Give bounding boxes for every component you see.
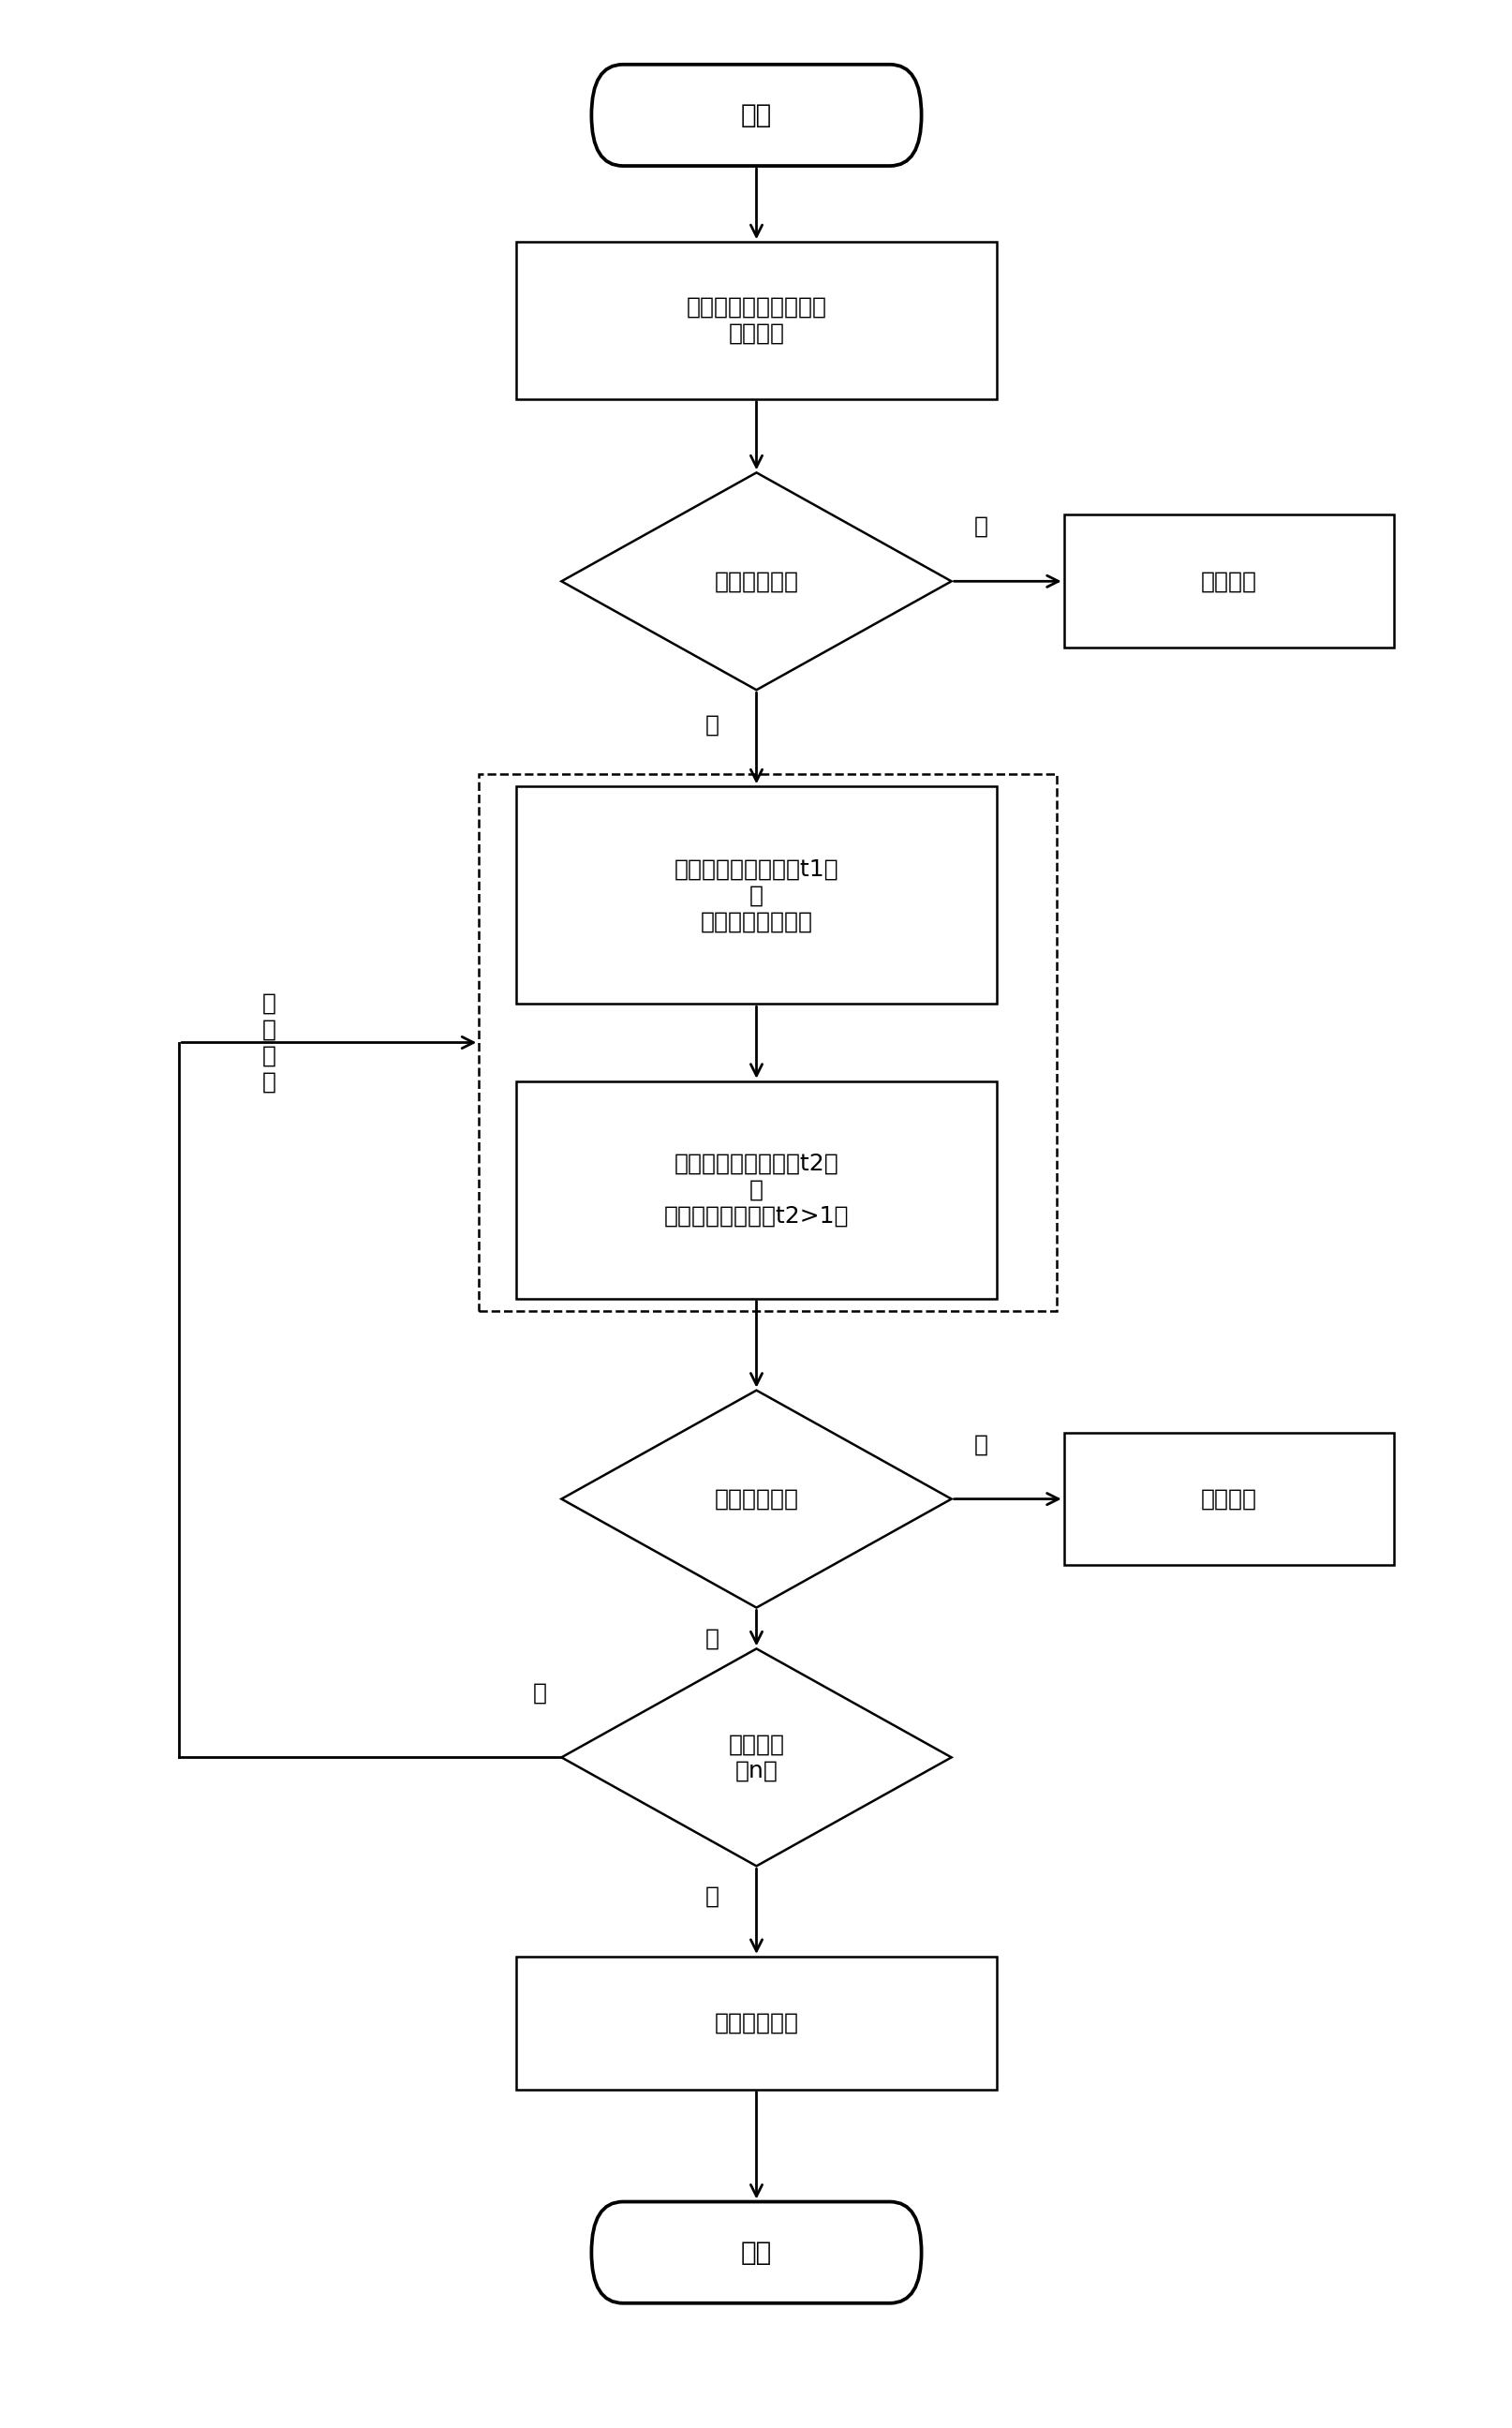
Bar	[516, 787, 996, 1003]
FancyBboxPatch shape	[591, 2202, 921, 2304]
Text: 否: 否	[974, 1433, 987, 1454]
Polygon shape	[561, 1649, 951, 1867]
Text: 正方向控制电机运行t2时
间
（最大控制电流，t2>1）: 正方向控制电机运行t2时 间 （最大控制电流，t2>1）	[664, 1153, 848, 1226]
Bar	[516, 1080, 996, 1299]
Text: 是: 是	[705, 1887, 718, 1908]
Bar	[479, 775, 1055, 1311]
Text: 判断是否卡滞: 判断是否卡滞	[714, 1488, 798, 1510]
Text: 正常运行: 正常运行	[1201, 1488, 1256, 1510]
Bar	[516, 243, 996, 398]
Polygon shape	[561, 1391, 951, 1607]
Text: 否: 否	[532, 1683, 546, 1704]
Polygon shape	[561, 473, 951, 690]
Text: 是: 是	[705, 714, 718, 736]
Text: 结束: 结束	[741, 2239, 771, 2265]
Text: 判断是否卡滞: 判断是否卡滞	[714, 571, 798, 592]
Text: 开始: 开始	[741, 102, 771, 129]
Text: 卡
滞
处
理: 卡 滞 处 理	[262, 993, 275, 1093]
Bar	[1063, 1433, 1393, 1566]
Text: 反方向控制电机运行t1时
间
（最大控制电流）: 反方向控制电机运行t1时 间 （最大控制电流）	[674, 857, 838, 932]
Text: 卡滞处理
了n次: 卡滞处理 了n次	[727, 1734, 785, 1782]
Text: 采集电机电流及液压阀
位置信号: 采集电机电流及液压阀 位置信号	[686, 296, 826, 345]
Bar	[1063, 515, 1393, 648]
Text: 是: 是	[705, 1627, 718, 1649]
Text: 否: 否	[974, 515, 987, 539]
Bar	[516, 1957, 996, 2091]
Text: 上报卡滞故障: 上报卡滞故障	[714, 2013, 798, 2035]
Text: 正常运行: 正常运行	[1201, 571, 1256, 592]
FancyBboxPatch shape	[591, 66, 921, 165]
